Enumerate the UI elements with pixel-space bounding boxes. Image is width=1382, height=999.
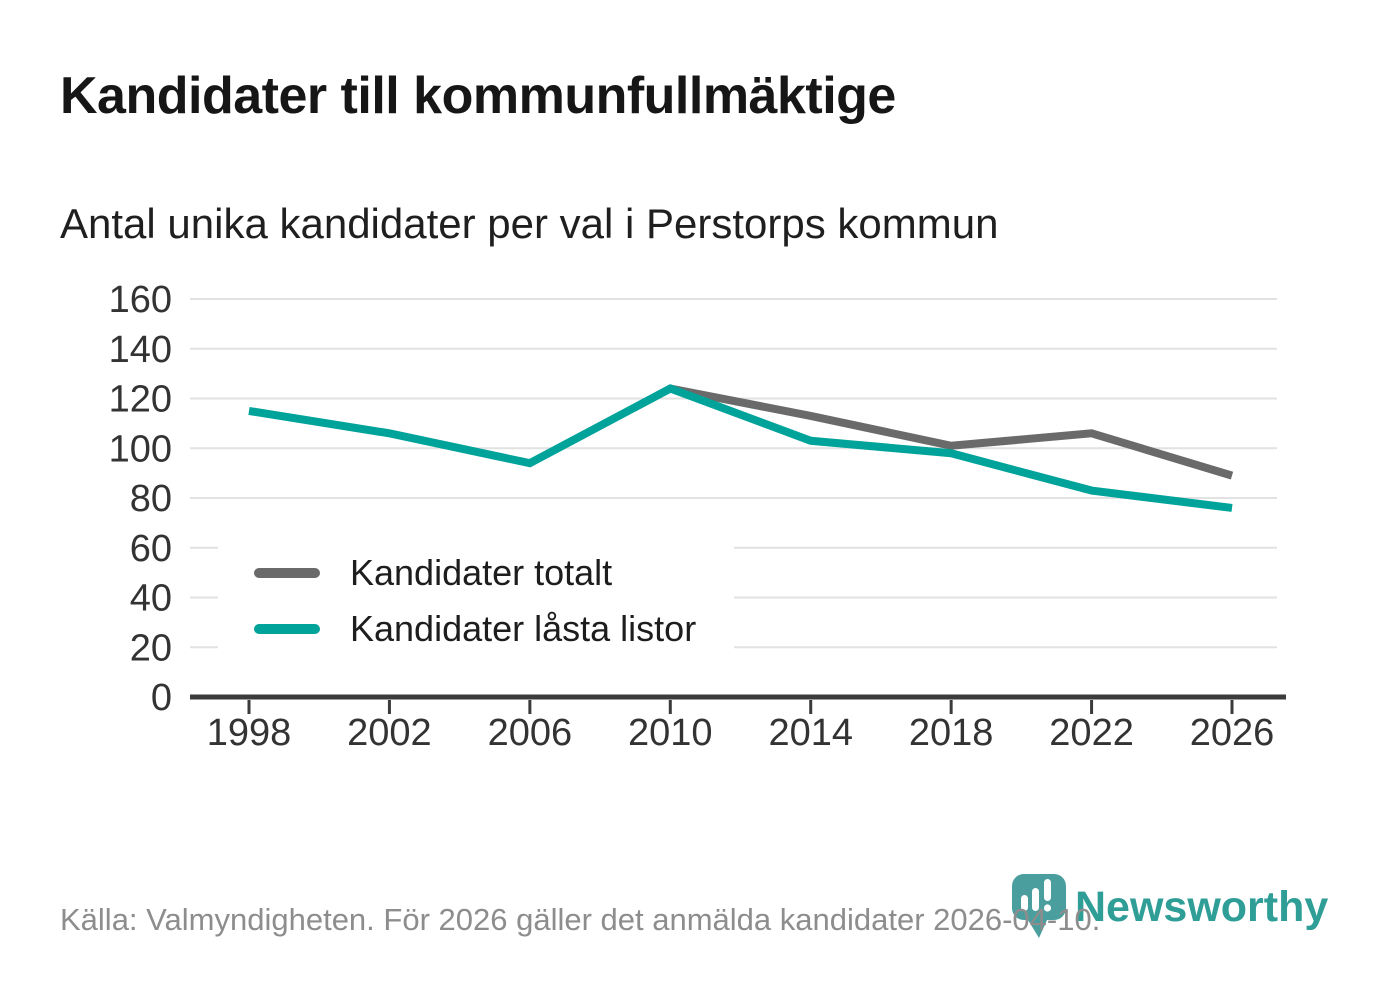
y-tick-label-40: 40 — [130, 578, 172, 620]
y-tick-label-140: 140 — [109, 329, 172, 371]
x-tick-label-2018: 2018 — [909, 712, 994, 754]
y-tick-label-0: 0 — [151, 677, 172, 719]
x-tick-label-1998: 1998 — [207, 712, 292, 754]
newsworthy-wordmark: Newsworthy — [1075, 883, 1328, 931]
y-tick-label-20: 20 — [130, 627, 172, 669]
logo-bar-1 — [1021, 895, 1028, 911]
chart-legend: Kandidater totalt Kandidater låsta listor — [218, 533, 735, 671]
legend-swatch-kandidater-totalt — [254, 568, 320, 578]
legend-label-kandidater-totalt: Kandidater totalt — [350, 552, 613, 593]
y-tick-label-160: 160 — [109, 280, 172, 321]
x-tick-label-2010: 2010 — [628, 712, 713, 754]
y-tick-label-120: 120 — [109, 379, 172, 421]
x-tick-label-2026: 2026 — [1190, 712, 1275, 754]
logo-dot — [1043, 904, 1052, 912]
logo-bar-2 — [1032, 888, 1039, 911]
chart-area: 1998 2002 2006 2010 2014 2018 2022 2026 0 20 40 60 8… — [0, 280, 1382, 780]
line-chart: 1998 2002 2006 2010 2014 2018 2022 2026 0 20 40 60 8… — [109, 280, 1286, 754]
y-tick-label-100: 100 — [109, 428, 172, 470]
x-tick-label-2014: 2014 — [768, 712, 853, 754]
series-line-kandidater-totalt — [669, 384, 1234, 480]
chart-subtitle: Antal unika kandidater per val i Perstor… — [60, 200, 999, 247]
newsworthy-logo: Newsworthy — [1005, 868, 1335, 963]
legend-item-kandidater-l-sta-listor: Kandidater låsta listor — [254, 601, 696, 657]
legend-label-kandidater-l-sta-listor: Kandidater låsta listor — [350, 608, 697, 649]
source-note: Källa: Valmyndigheten. För 2026 gäller d… — [60, 902, 1101, 937]
chart-title: Kandidater till kommunfullmäktige — [60, 67, 896, 125]
newsworthy-pin-icon: Newsworthy — [1012, 874, 1328, 938]
legend-item-kandidater-totalt: Kandidater totalt — [254, 545, 696, 601]
x-tick-label-2006: 2006 — [488, 712, 573, 754]
legend-swatch-kandidater-l-sta-listor — [254, 624, 320, 634]
y-tick-label-80: 80 — [130, 478, 172, 520]
logo-bar-3 — [1044, 879, 1051, 901]
y-tick-label-60: 60 — [130, 528, 172, 570]
x-tick-label-2002: 2002 — [347, 712, 432, 754]
x-tick-label-2022: 2022 — [1049, 712, 1134, 754]
series-line-kandidater-l-sta-listor — [248, 384, 1233, 512]
